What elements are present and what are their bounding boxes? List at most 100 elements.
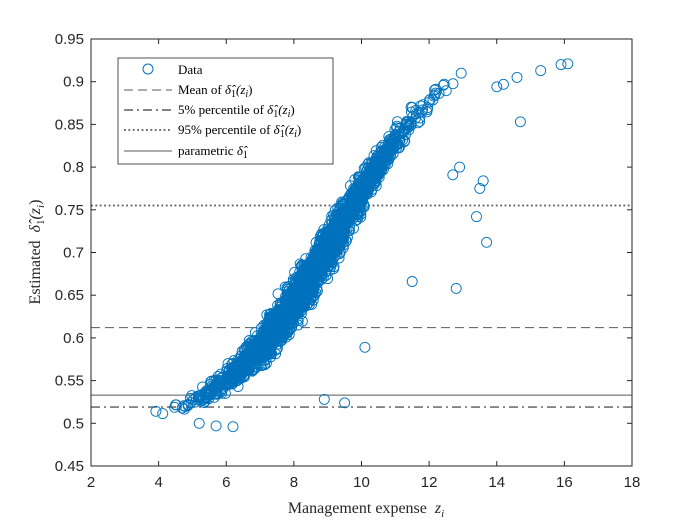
data-point <box>229 365 241 377</box>
data-point <box>405 106 417 118</box>
data-point <box>283 323 295 335</box>
data-point <box>249 363 260 375</box>
x-tick-label: 10 <box>353 474 370 491</box>
data-point <box>266 325 278 337</box>
data-point <box>535 65 547 77</box>
legend-p95-sym: δ̂ <box>274 122 285 137</box>
data-point <box>256 348 267 360</box>
data-point <box>262 329 274 341</box>
data-point <box>357 179 369 191</box>
data-point <box>555 59 567 71</box>
y-axis-title-arg-sub: i <box>35 205 47 208</box>
data-point <box>210 387 222 399</box>
legend-data-label: Data <box>178 62 203 77</box>
data-point <box>360 184 372 196</box>
data-point <box>376 162 387 174</box>
data-point <box>227 421 239 433</box>
data-point <box>562 58 574 70</box>
x-tick-label: 18 <box>624 474 641 491</box>
data-point <box>205 388 217 400</box>
data-point <box>491 81 503 93</box>
data-point <box>265 342 277 354</box>
data-point <box>307 264 319 276</box>
data-point <box>391 120 403 132</box>
data-point <box>398 136 410 148</box>
legend-mean-sym: δ̂ <box>225 82 236 97</box>
data-point <box>423 96 435 108</box>
data-point <box>333 223 345 235</box>
x-tick-label: 2 <box>87 474 95 491</box>
y-tick-label: 0.95 <box>55 31 84 48</box>
data-point <box>388 134 400 146</box>
data-point <box>438 78 450 90</box>
legend-mean-arg-sub: i <box>245 89 248 100</box>
data-point <box>244 348 256 360</box>
data-point <box>319 255 331 267</box>
data-point <box>410 105 422 116</box>
data-point <box>481 236 493 248</box>
legend-box <box>117 57 334 165</box>
legend-p5-close: ) <box>290 102 294 117</box>
data-point <box>498 78 509 90</box>
data-point <box>292 287 304 299</box>
y-tick-label: 0.9 <box>63 74 84 91</box>
x-tick-label: 8 <box>290 474 298 491</box>
data-point <box>341 194 353 206</box>
data-point <box>447 169 459 181</box>
data-point <box>220 377 232 389</box>
data-point <box>339 397 351 409</box>
data-point <box>354 174 366 186</box>
data-point <box>511 71 523 83</box>
legend-mean-arg: (z <box>236 82 245 97</box>
data-point <box>308 272 320 284</box>
data-point <box>211 379 223 391</box>
data-point <box>235 361 247 373</box>
data-point <box>272 311 284 323</box>
data-point <box>359 341 371 353</box>
x-axis-title-text: Management expense <box>288 500 427 517</box>
data-point <box>349 196 361 208</box>
data-point <box>222 358 234 370</box>
data-point <box>373 156 385 168</box>
data-point <box>193 417 205 429</box>
legend-p95-arg: (z <box>285 122 294 137</box>
y-tick-label: 0.7 <box>63 245 84 262</box>
data-point <box>335 217 347 229</box>
legend-p95-sub: 1 <box>280 129 285 140</box>
data-point <box>196 395 208 407</box>
data-point <box>378 155 390 167</box>
data-point <box>269 323 281 335</box>
data-point <box>295 292 307 304</box>
data-point <box>417 99 429 111</box>
y-tick-label: 0.8 <box>63 159 84 176</box>
data-point <box>393 142 405 154</box>
data-point <box>440 85 452 97</box>
legend-p95-label: 95% percentile of δ̂1(zi) <box>178 122 301 140</box>
data-point <box>238 344 250 356</box>
data-point <box>157 408 169 420</box>
y-tick-label: 0.65 <box>55 287 84 304</box>
data-point <box>311 252 323 264</box>
legend-p5-text: 5% percentile of <box>178 102 265 117</box>
data-point <box>267 310 279 322</box>
x-axis-title-sub: i <box>441 508 444 520</box>
data-point <box>474 182 486 194</box>
data-point <box>372 162 384 174</box>
legend-p95-arg-sub: i <box>294 129 297 140</box>
data-point <box>309 261 321 273</box>
legend-mean-close: ) <box>248 82 252 97</box>
data-point <box>288 302 300 314</box>
y-axis-title-arg: (z <box>27 207 44 219</box>
x-tick-label: 6 <box>222 474 230 491</box>
legend-p95-close: ) <box>297 122 301 137</box>
data-point <box>399 123 411 135</box>
x-axis-title-var: z <box>434 500 442 517</box>
legend: Data Mean of δ̂1(zi) 5% percentile of δ̂… <box>117 57 334 165</box>
y-axis-title-sub: 1 <box>35 220 47 226</box>
legend-p5-label: 5% percentile of δ̂1(zi) <box>178 102 295 120</box>
data-point <box>421 106 433 118</box>
data-points <box>150 58 574 433</box>
legend-p95-text: 95% percentile of <box>178 122 271 137</box>
data-point <box>454 161 466 173</box>
y-tick-label: 0.85 <box>55 116 84 133</box>
